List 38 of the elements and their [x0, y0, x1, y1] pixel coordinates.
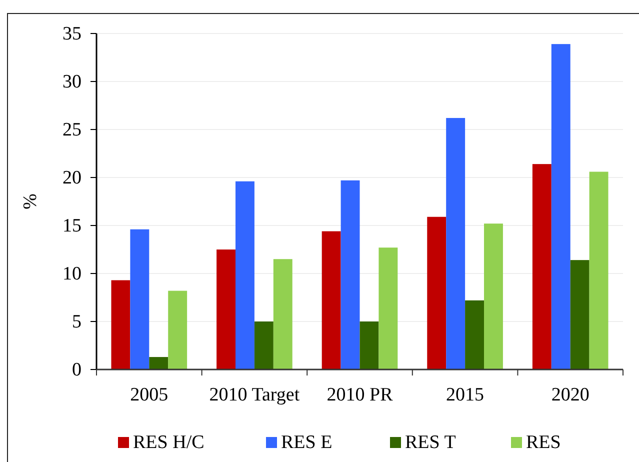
bar [427, 216, 446, 370]
legend-label: RES H/C [133, 432, 204, 453]
bar [378, 248, 398, 370]
bar [254, 322, 274, 370]
legend-label: RES E [281, 432, 332, 453]
bar [168, 290, 188, 370]
bar [273, 259, 292, 370]
y-tick-label: 35 [62, 24, 82, 45]
legend-label: RES T [405, 432, 456, 453]
y-tick-label: 10 [62, 264, 82, 285]
y-tick-label: 0 [72, 360, 82, 381]
x-tick-label: 2005 [130, 384, 168, 406]
bar [589, 172, 608, 370]
x-tick-label: 2010 Target [209, 384, 300, 406]
y-tick-label: 25 [62, 120, 82, 141]
bar [532, 164, 552, 370]
bar [149, 357, 168, 370]
x-tick-label: 2015 [446, 384, 484, 406]
bar [216, 250, 236, 370]
bar [570, 260, 590, 370]
legend-label: RES [526, 432, 561, 453]
bar [322, 231, 341, 370]
y-tick-label: 30 [62, 72, 82, 93]
y-tick-label: 5 [72, 312, 82, 333]
bar [340, 180, 360, 370]
y-tick-label: 15 [62, 216, 82, 237]
bar [235, 181, 254, 370]
x-tick-label: 2020 [551, 384, 590, 406]
bar [551, 44, 570, 370]
y-axis-title: % [20, 193, 41, 210]
bar [446, 118, 466, 370]
x-tick-label: 2010 PR [326, 384, 394, 406]
bar [484, 224, 503, 370]
bar [130, 229, 150, 370]
bar [111, 280, 130, 370]
bar [465, 300, 484, 370]
bar [360, 322, 379, 370]
y-tick-label: 20 [62, 168, 82, 189]
